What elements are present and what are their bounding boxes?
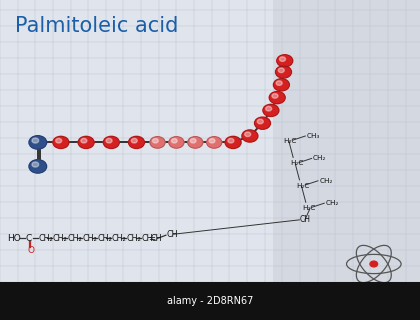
Circle shape: [190, 139, 196, 143]
Bar: [0, 282, 420, 320]
Circle shape: [81, 138, 87, 143]
Text: Palmitoleic acid: Palmitoleic acid: [15, 16, 178, 36]
Circle shape: [29, 136, 47, 149]
Circle shape: [150, 137, 165, 148]
Circle shape: [188, 137, 203, 148]
Circle shape: [53, 136, 69, 148]
Text: CH: CH: [151, 234, 162, 243]
Circle shape: [152, 139, 158, 143]
Circle shape: [129, 136, 144, 148]
Circle shape: [244, 132, 251, 137]
Circle shape: [225, 136, 241, 148]
Circle shape: [263, 104, 279, 116]
Text: CH₂: CH₂: [82, 234, 97, 243]
Text: CH₂: CH₂: [112, 234, 126, 243]
Circle shape: [103, 136, 119, 148]
Circle shape: [228, 138, 234, 143]
Circle shape: [32, 138, 39, 143]
Text: CH₂: CH₂: [53, 234, 68, 243]
Bar: [273, 0, 420, 282]
Circle shape: [272, 93, 278, 98]
Circle shape: [257, 119, 263, 124]
Circle shape: [265, 106, 272, 111]
Text: CH: CH: [141, 234, 152, 243]
Text: H₂C: H₂C: [284, 138, 297, 144]
Text: HO: HO: [8, 234, 21, 243]
Circle shape: [370, 261, 378, 267]
Circle shape: [78, 136, 94, 148]
Text: alamy - 2D8RN67: alamy - 2D8RN67: [167, 296, 253, 306]
Text: CH₂: CH₂: [313, 156, 326, 161]
Circle shape: [106, 138, 112, 143]
Circle shape: [269, 92, 285, 104]
Text: H₂C: H₂C: [290, 160, 303, 166]
Circle shape: [242, 130, 258, 142]
Circle shape: [131, 138, 137, 143]
Text: O: O: [27, 246, 34, 255]
Text: CH: CH: [166, 230, 178, 239]
Text: CH: CH: [299, 215, 310, 224]
Bar: [0, 0, 420, 282]
Circle shape: [255, 117, 270, 129]
Text: CH₂: CH₂: [319, 178, 333, 184]
Text: CH₂: CH₂: [326, 200, 339, 206]
Circle shape: [276, 81, 282, 85]
Text: CH₃: CH₃: [307, 133, 320, 139]
Circle shape: [209, 139, 215, 143]
Circle shape: [32, 162, 39, 167]
Text: C: C: [26, 234, 32, 243]
Circle shape: [55, 138, 62, 143]
Text: H₂C: H₂C: [302, 205, 316, 211]
Circle shape: [279, 57, 286, 61]
Text: CH₂: CH₂: [38, 234, 53, 243]
Text: CH₂: CH₂: [126, 234, 141, 243]
Circle shape: [273, 79, 289, 91]
Circle shape: [169, 137, 184, 148]
Circle shape: [29, 160, 47, 173]
Text: H₂C: H₂C: [296, 183, 310, 188]
Circle shape: [171, 139, 177, 143]
Circle shape: [277, 55, 293, 67]
Circle shape: [278, 68, 284, 73]
Text: CH₂: CH₂: [97, 234, 112, 243]
Text: =: =: [148, 234, 155, 243]
Circle shape: [276, 66, 291, 78]
Circle shape: [207, 137, 222, 148]
Text: CH₂: CH₂: [68, 234, 82, 243]
